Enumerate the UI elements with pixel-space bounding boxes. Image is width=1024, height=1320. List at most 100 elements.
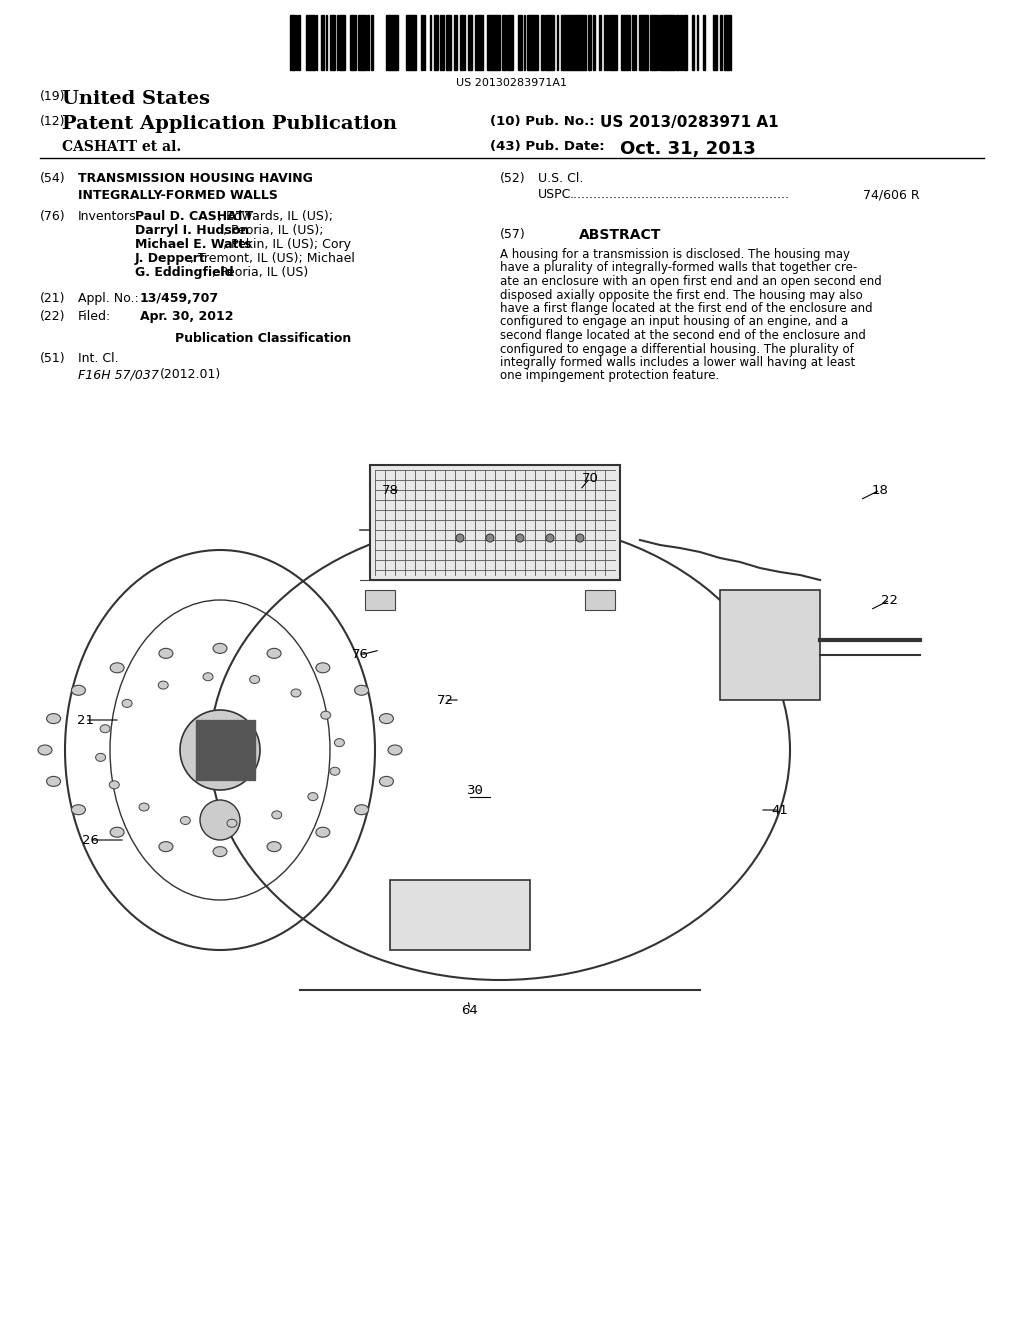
Ellipse shape — [388, 744, 402, 755]
Bar — [440, 15, 442, 70]
Text: (54): (54) — [40, 172, 66, 185]
Bar — [728, 15, 731, 70]
Text: (2012.01): (2012.01) — [160, 368, 221, 381]
Ellipse shape — [111, 663, 124, 673]
Bar — [461, 15, 463, 70]
Ellipse shape — [213, 643, 227, 653]
Text: (51): (51) — [40, 352, 66, 366]
Text: (22): (22) — [40, 310, 66, 323]
Bar — [502, 15, 504, 70]
Bar — [330, 15, 333, 70]
Bar — [583, 15, 585, 70]
Bar — [668, 15, 671, 70]
Text: one impingement protection feature.: one impingement protection feature. — [500, 370, 719, 383]
Ellipse shape — [46, 776, 60, 787]
Text: 26: 26 — [82, 833, 98, 846]
Bar — [660, 15, 663, 70]
Text: Appl. No.:: Appl. No.: — [78, 292, 138, 305]
Ellipse shape — [354, 805, 369, 814]
Text: 30: 30 — [467, 784, 483, 796]
Bar — [248, 719, 251, 780]
Bar — [588, 15, 590, 70]
Bar — [644, 15, 646, 70]
Bar — [627, 15, 630, 70]
Ellipse shape — [267, 842, 281, 851]
Text: 21: 21 — [77, 714, 93, 726]
Bar — [212, 719, 214, 780]
FancyBboxPatch shape — [370, 465, 620, 579]
Bar — [307, 15, 310, 70]
Ellipse shape — [575, 535, 584, 543]
Bar — [204, 719, 207, 780]
Text: Paul D. CASHATT: Paul D. CASHATT — [135, 210, 253, 223]
Bar — [310, 15, 313, 70]
Ellipse shape — [271, 810, 282, 818]
Bar — [492, 15, 494, 70]
Bar — [720, 15, 722, 70]
Bar — [421, 15, 423, 70]
Ellipse shape — [250, 676, 260, 684]
Bar — [535, 15, 538, 70]
Text: , Edwards, IL (US);: , Edwards, IL (US); — [217, 210, 333, 223]
Ellipse shape — [72, 805, 85, 814]
Bar — [599, 15, 601, 70]
Text: Int. Cl.: Int. Cl. — [78, 352, 119, 366]
Bar — [353, 15, 356, 70]
Text: (21): (21) — [40, 292, 66, 305]
Bar — [298, 15, 300, 70]
Bar — [481, 15, 483, 70]
Text: 78: 78 — [382, 483, 398, 496]
Text: (57): (57) — [500, 228, 525, 242]
Bar — [642, 15, 644, 70]
Text: United States: United States — [62, 90, 210, 108]
Text: (43) Pub. Date:: (43) Pub. Date: — [490, 140, 604, 153]
Ellipse shape — [227, 820, 237, 828]
Text: F16H 57/037: F16H 57/037 — [78, 368, 159, 381]
Bar — [196, 719, 199, 780]
Bar — [200, 719, 203, 780]
Bar — [573, 15, 575, 70]
Bar — [550, 15, 553, 70]
Ellipse shape — [159, 648, 173, 659]
Bar — [640, 15, 642, 70]
Ellipse shape — [315, 828, 330, 837]
Text: 22: 22 — [882, 594, 898, 606]
Bar — [713, 15, 716, 70]
Ellipse shape — [213, 846, 227, 857]
Bar — [545, 15, 547, 70]
Bar — [470, 15, 472, 70]
Text: .......................................................: ........................................… — [570, 187, 790, 201]
Ellipse shape — [308, 792, 317, 801]
Bar — [447, 15, 449, 70]
Bar — [494, 15, 496, 70]
Bar — [412, 15, 415, 70]
Ellipse shape — [321, 711, 331, 719]
FancyBboxPatch shape — [390, 880, 530, 950]
Text: integrally formed walls includes a lower wall having at least: integrally formed walls includes a lower… — [500, 356, 855, 370]
Text: configured to engage an input housing of an engine, and a: configured to engage an input housing of… — [500, 315, 848, 329]
Text: TRANSMISSION HOUSING HAVING
INTEGRALLY-FORMED WALLS: TRANSMISSION HOUSING HAVING INTEGRALLY-F… — [78, 172, 313, 202]
Bar — [673, 15, 675, 70]
Text: disposed axially opposite the first end. The housing may also: disposed axially opposite the first end.… — [500, 289, 863, 301]
Bar — [479, 15, 481, 70]
Bar — [252, 719, 255, 780]
Bar — [692, 15, 694, 70]
Bar — [396, 15, 398, 70]
Bar — [371, 15, 373, 70]
Bar — [442, 15, 444, 70]
Text: A housing for a transmission is disclosed. The housing may: A housing for a transmission is disclose… — [500, 248, 850, 261]
Bar — [579, 15, 581, 70]
Ellipse shape — [95, 754, 105, 762]
Text: Oct. 31, 2013: Oct. 31, 2013 — [620, 140, 756, 158]
Bar — [683, 15, 685, 70]
Bar — [650, 15, 652, 70]
Ellipse shape — [291, 689, 301, 697]
Bar — [476, 15, 478, 70]
Text: (76): (76) — [40, 210, 66, 223]
Bar — [244, 719, 247, 780]
Ellipse shape — [180, 817, 190, 825]
Bar — [236, 719, 239, 780]
Text: U.S. Cl.: U.S. Cl. — [538, 172, 584, 185]
Bar — [624, 15, 627, 70]
Text: have a plurality of integrally-formed walls that together cre-: have a plurality of integrally-formed wa… — [500, 261, 857, 275]
